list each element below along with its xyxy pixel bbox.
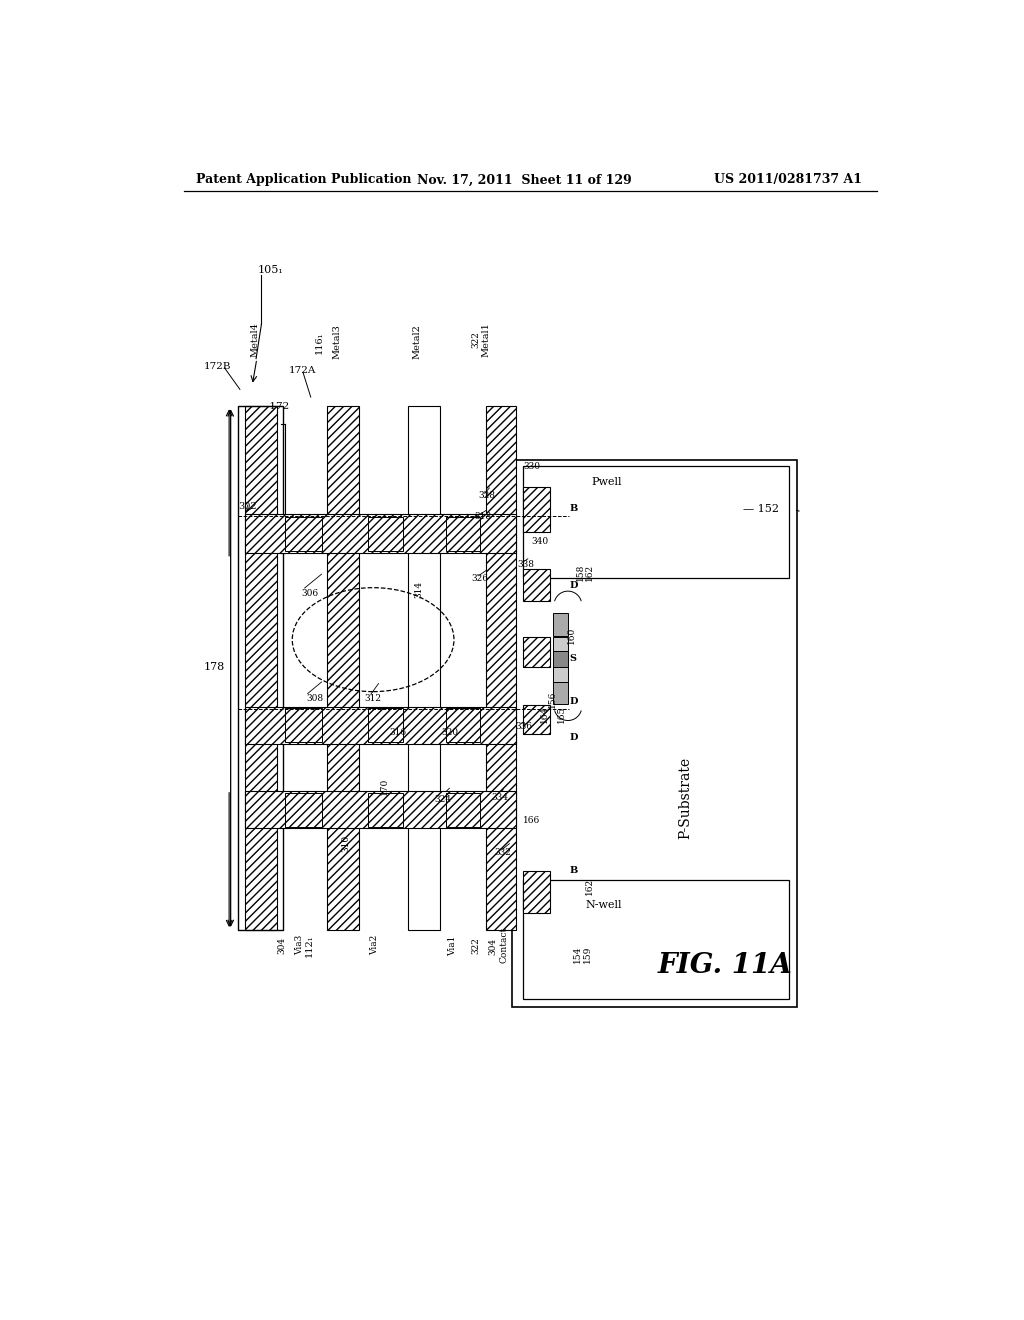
- Text: 312: 312: [365, 694, 382, 704]
- Text: 302: 302: [239, 502, 257, 511]
- Bar: [523, 569, 550, 601]
- Text: 324: 324: [435, 795, 452, 804]
- Text: 318: 318: [474, 512, 492, 521]
- Text: 304: 304: [488, 939, 497, 956]
- Text: D: D: [569, 733, 578, 742]
- Text: 164: 164: [540, 706, 549, 723]
- Text: 170: 170: [380, 777, 389, 795]
- Text: Metal2: Metal2: [413, 325, 422, 359]
- Bar: [523, 871, 550, 913]
- Bar: [285, 517, 322, 552]
- Text: Pwell: Pwell: [591, 477, 622, 487]
- Text: 314: 314: [415, 581, 424, 598]
- Text: 172A: 172A: [289, 366, 315, 375]
- Bar: [553, 682, 568, 704]
- Text: FIG. 11A: FIG. 11A: [658, 952, 793, 979]
- Text: 165: 165: [557, 706, 566, 723]
- Text: B: B: [569, 504, 578, 513]
- Bar: [523, 487, 550, 532]
- Text: Via2: Via2: [370, 935, 379, 956]
- Bar: [446, 517, 480, 552]
- Bar: [523, 466, 788, 578]
- Text: 105₁: 105₁: [258, 265, 284, 275]
- Bar: [486, 407, 515, 929]
- Text: P-Substrate: P-Substrate: [678, 756, 692, 838]
- Bar: [245, 515, 515, 553]
- Text: 154: 154: [572, 946, 582, 964]
- Text: 306: 306: [301, 589, 318, 598]
- Text: B: B: [569, 866, 578, 875]
- Text: 159: 159: [584, 946, 593, 964]
- Bar: [239, 407, 283, 929]
- Text: 336: 336: [515, 722, 532, 731]
- Bar: [245, 407, 276, 929]
- Text: 172B: 172B: [204, 362, 231, 371]
- Text: 166: 166: [522, 816, 540, 825]
- Text: Contact: Contact: [500, 927, 509, 964]
- Text: 328: 328: [478, 491, 496, 500]
- Text: N-well: N-well: [586, 900, 623, 911]
- Bar: [553, 612, 568, 636]
- Text: S: S: [569, 655, 577, 664]
- Text: Nov. 17, 2011  Sheet 11 of 129: Nov. 17, 2011 Sheet 11 of 129: [418, 173, 632, 186]
- Text: 162: 162: [585, 878, 594, 895]
- Bar: [327, 407, 359, 929]
- Text: 158: 158: [575, 564, 585, 581]
- Text: 160: 160: [566, 627, 575, 644]
- Text: 162: 162: [585, 564, 594, 581]
- Text: 322: 322: [471, 331, 480, 347]
- Text: Metal1: Metal1: [482, 322, 490, 356]
- Text: Patent Application Publication: Patent Application Publication: [196, 173, 412, 186]
- Bar: [285, 793, 322, 826]
- Text: 330: 330: [523, 462, 541, 471]
- Text: Via3: Via3: [296, 935, 304, 956]
- Text: 332: 332: [495, 849, 512, 858]
- Text: Via1: Via1: [447, 935, 457, 956]
- Text: 310: 310: [342, 836, 350, 853]
- Text: D: D: [569, 581, 578, 590]
- Bar: [446, 793, 480, 826]
- Text: Metal3: Metal3: [333, 325, 341, 359]
- Text: 338: 338: [518, 561, 535, 569]
- Bar: [446, 708, 480, 742]
- Bar: [245, 706, 515, 743]
- Bar: [512, 461, 797, 1007]
- Text: 316: 316: [389, 727, 407, 737]
- Bar: [408, 407, 440, 929]
- Text: — 152: — 152: [742, 504, 778, 513]
- Text: 156: 156: [548, 690, 557, 708]
- Text: 340: 340: [531, 537, 548, 546]
- Text: 326: 326: [472, 574, 488, 582]
- Text: D: D: [569, 697, 578, 706]
- Bar: [553, 638, 568, 682]
- Bar: [285, 708, 322, 742]
- Text: 308: 308: [306, 694, 324, 704]
- Bar: [523, 705, 550, 734]
- Text: US 2011/0281737 A1: US 2011/0281737 A1: [714, 173, 862, 186]
- Text: 304: 304: [278, 937, 287, 954]
- Bar: [368, 708, 403, 742]
- Text: 320: 320: [441, 727, 459, 737]
- Bar: [523, 638, 550, 667]
- Bar: [368, 793, 403, 826]
- Text: 116₁: 116₁: [314, 331, 324, 355]
- Text: —172: —172: [260, 401, 290, 411]
- Text: 322: 322: [471, 937, 480, 954]
- Text: Metal4: Metal4: [251, 322, 260, 356]
- Bar: [368, 517, 403, 552]
- Text: 112₁: 112₁: [305, 935, 313, 957]
- Bar: [245, 792, 515, 829]
- Text: 178: 178: [204, 661, 225, 672]
- Bar: [523, 880, 788, 999]
- Bar: [553, 651, 568, 667]
- Text: 334: 334: [490, 793, 508, 803]
